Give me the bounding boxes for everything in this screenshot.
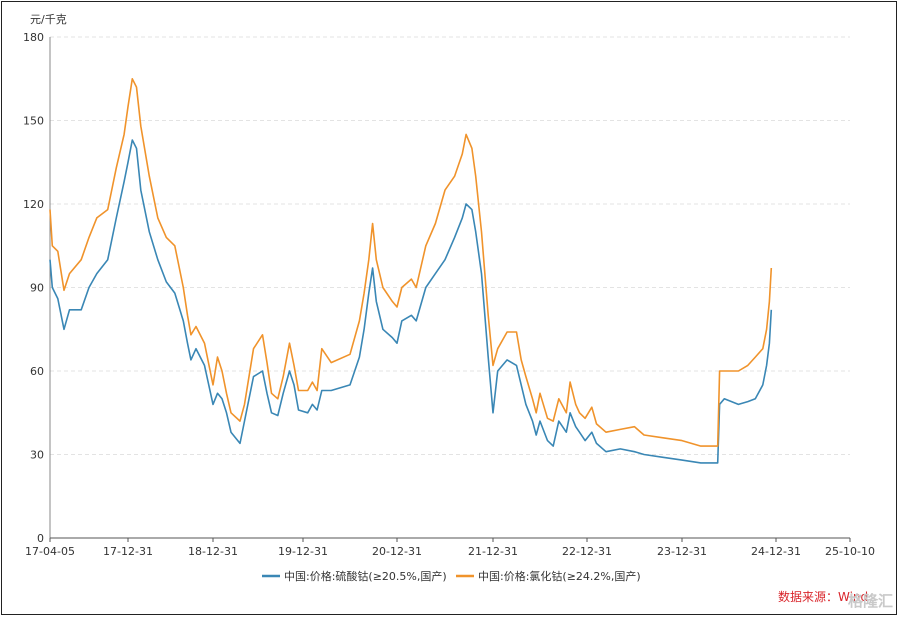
- legend-label-1: 中国:价格:氯化钴(≥24.2%,国产): [478, 569, 641, 583]
- y-tick-label: 30: [30, 449, 44, 462]
- x-tick-label: 22-12-31: [562, 545, 612, 558]
- x-tick-label: 21-12-31: [468, 545, 518, 558]
- x-tick-label: 17-04-05: [25, 545, 75, 558]
- series-line-1: [49, 78, 773, 447]
- y-tick-label: 60: [30, 365, 44, 378]
- y-axis-unit: 元/千克: [30, 13, 67, 26]
- y-tick-label: 0: [37, 532, 44, 545]
- x-tick-label: 19-12-31: [278, 545, 328, 558]
- x-tick-label: 24-12-31: [751, 545, 801, 558]
- x-tick-label: 25-10-10: [825, 545, 875, 558]
- x-tick-label: 20-12-31: [372, 545, 422, 558]
- x-tick-label: 23-12-31: [657, 545, 707, 558]
- y-tick-label: 180: [23, 31, 44, 44]
- y-tick-label: 120: [23, 198, 44, 211]
- x-tick-label: 18-12-31: [188, 545, 238, 558]
- y-tick-label: 150: [23, 115, 44, 128]
- series-line-0: [49, 139, 773, 464]
- y-tick-label: 90: [30, 282, 44, 295]
- watermark-logo: 格隆汇: [848, 592, 893, 610]
- data-source-note: 数据来源：Wind: [778, 589, 868, 604]
- legend-label-0: 中国:价格:硫酸钴(≥20.5%,国产): [284, 569, 447, 583]
- x-tick-label: 17-12-31: [103, 545, 153, 558]
